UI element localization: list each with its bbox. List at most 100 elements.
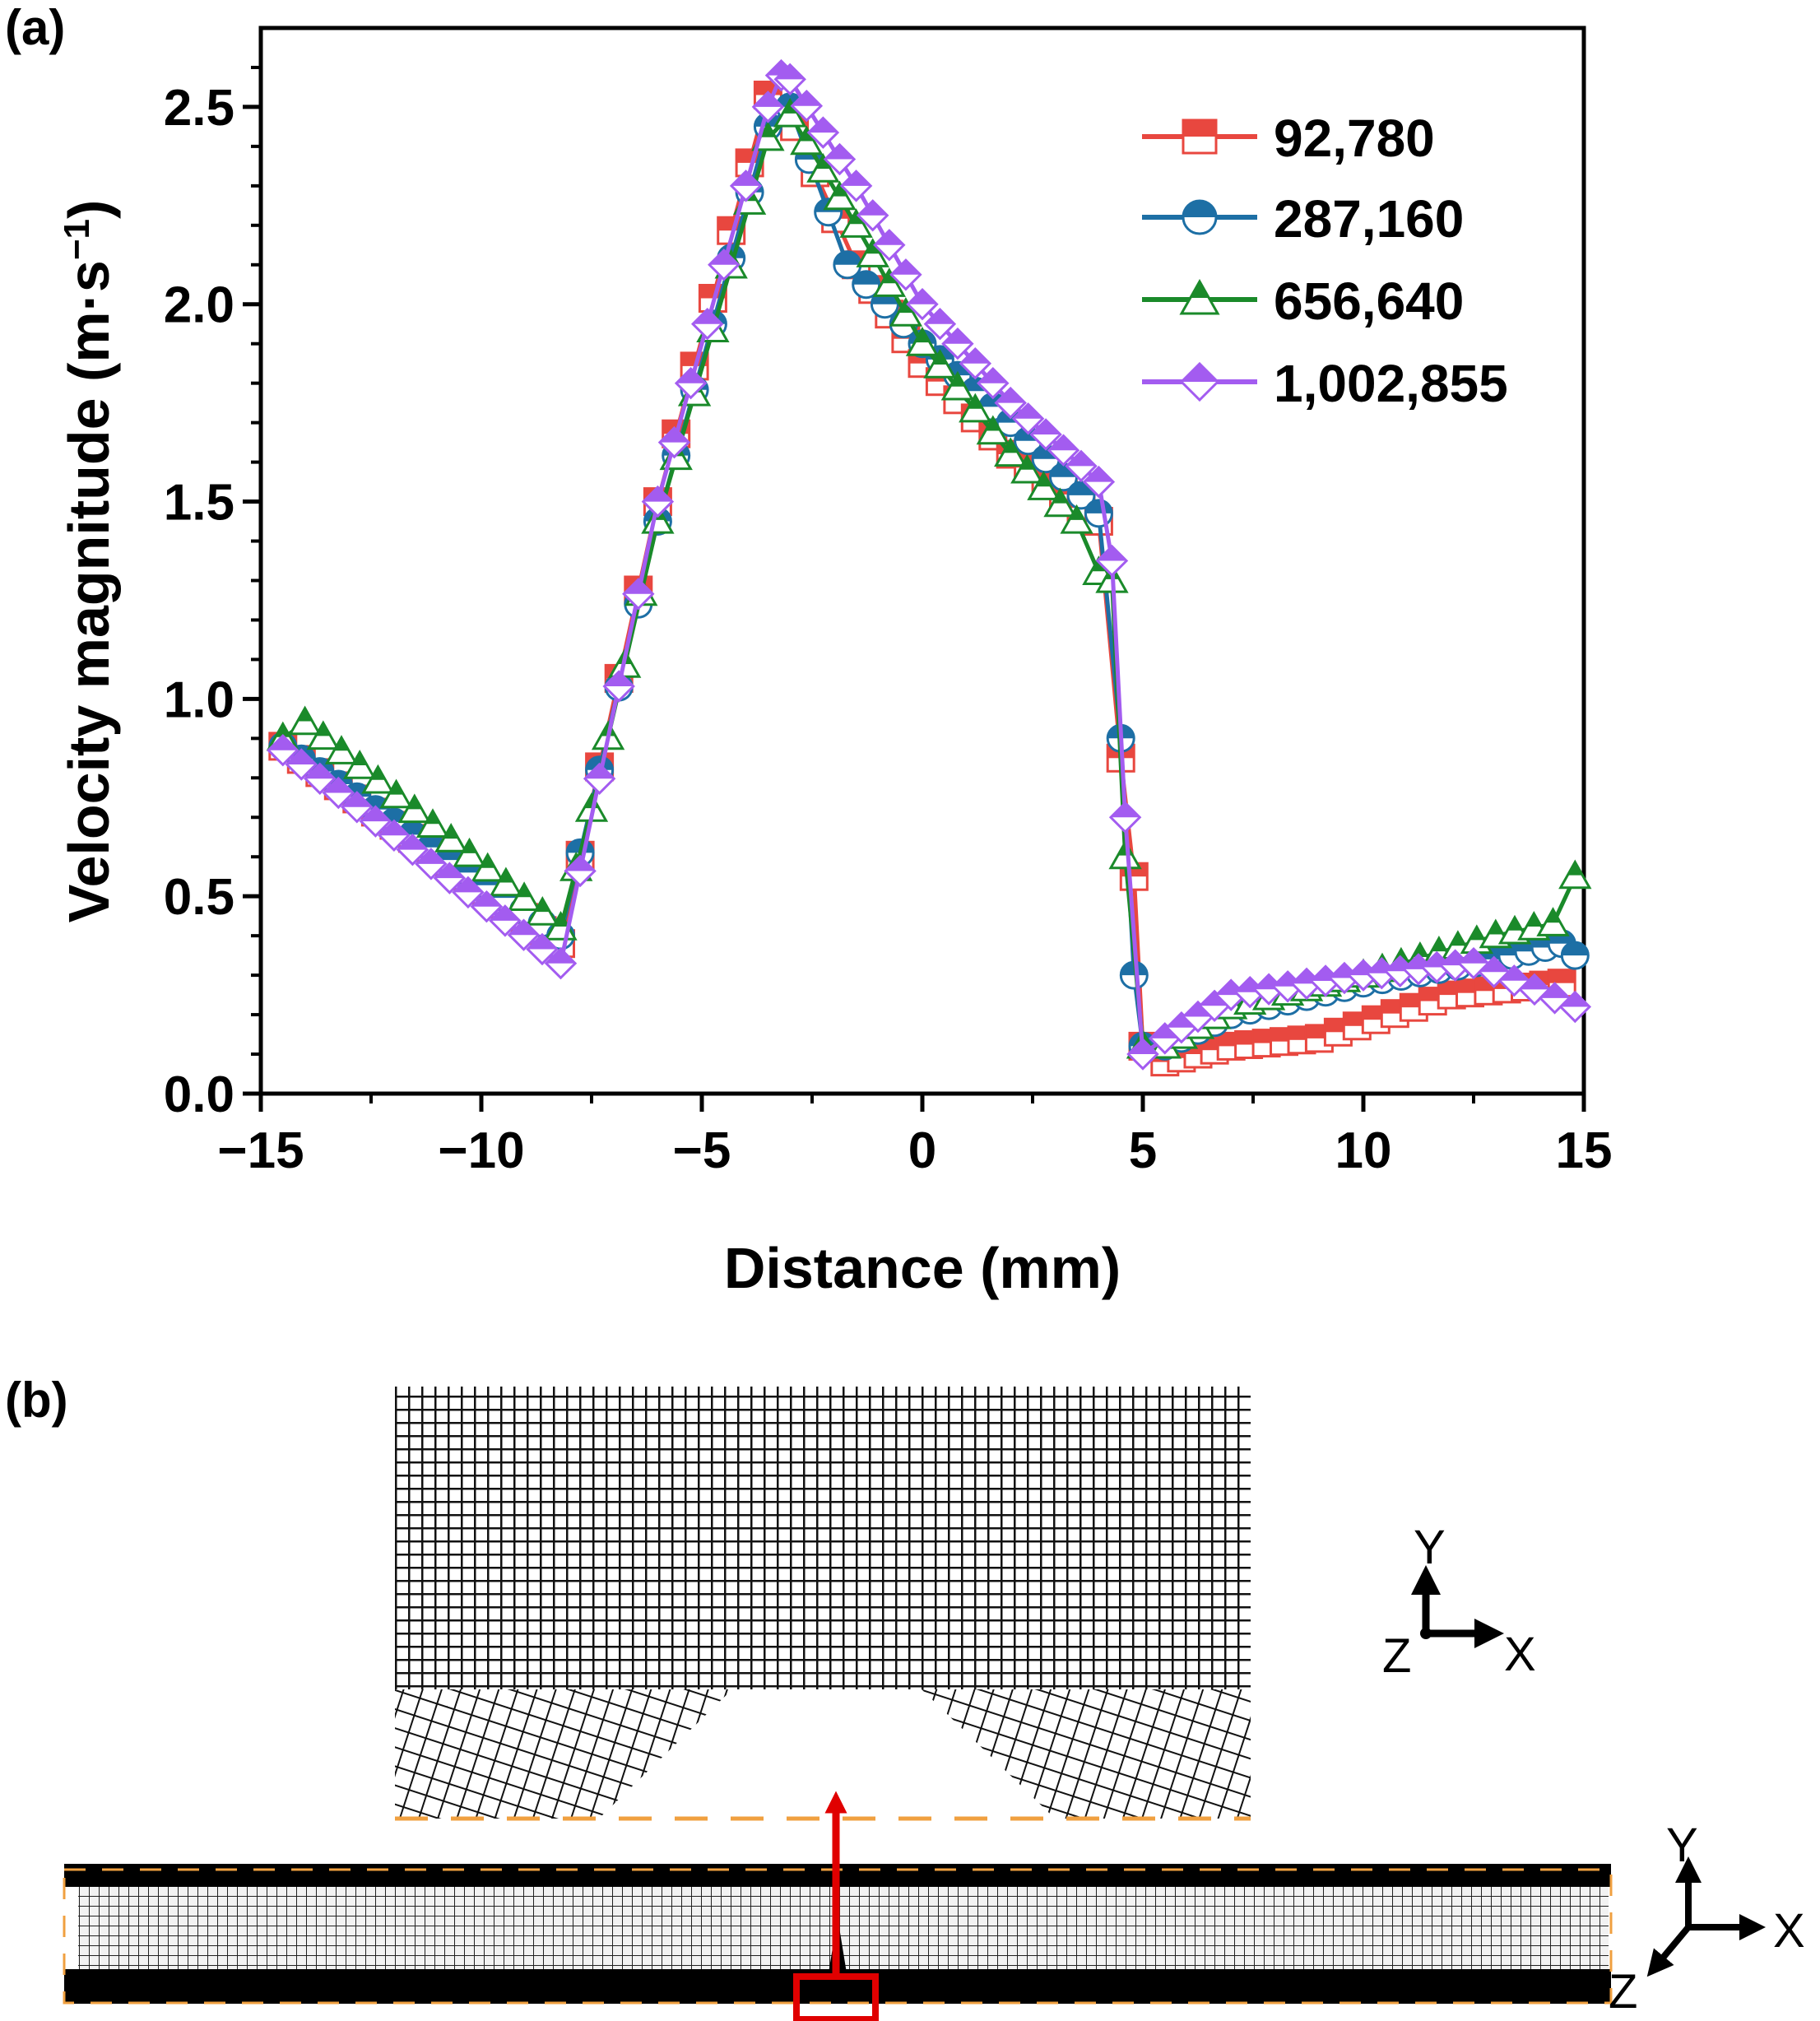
y-axis-title: Velocity magnitude (m·s−1) xyxy=(57,200,121,923)
data-point xyxy=(1084,499,1113,528)
data-point xyxy=(322,776,355,810)
data-point xyxy=(1095,544,1129,578)
legend-symbol xyxy=(1179,361,1220,402)
data-point xyxy=(1043,487,1077,518)
data-point xyxy=(378,819,411,853)
data-point xyxy=(453,837,486,867)
panel-b-label: (b) xyxy=(5,1373,68,1428)
data-point xyxy=(976,415,1010,445)
data-point xyxy=(397,793,431,824)
data-point xyxy=(674,366,708,400)
data-point xyxy=(564,854,597,888)
data-point xyxy=(1082,465,1116,499)
upper-mesh-structured xyxy=(395,1387,1251,1689)
data-point xyxy=(690,307,724,341)
data-point xyxy=(415,848,448,880)
y-axis-title-close: ) xyxy=(57,200,121,219)
upper-origin-dot xyxy=(1420,1628,1432,1639)
data-point xyxy=(889,258,922,291)
data-point xyxy=(1065,449,1098,483)
data-point xyxy=(1126,1038,1159,1071)
data-point xyxy=(1011,402,1045,435)
x-tick-label: 0 xyxy=(908,1122,936,1179)
lower-axes-triad: Y X Z xyxy=(1609,1819,1805,2019)
data-point xyxy=(790,89,824,123)
data-point xyxy=(839,208,873,238)
data-point xyxy=(806,153,840,183)
legend-marker-3 xyxy=(1179,278,1220,315)
upper-mesh-right-refined xyxy=(922,1689,1251,1819)
y-tick-label: 1.5 xyxy=(164,475,234,532)
x-tick-label: −10 xyxy=(438,1122,524,1179)
data-point xyxy=(641,485,675,518)
data-point xyxy=(873,229,906,262)
data-point xyxy=(267,733,299,767)
data-point xyxy=(471,852,504,882)
y-tick-label: 0.5 xyxy=(164,869,234,926)
legend-marker-2 xyxy=(1182,199,1218,235)
x-tick-label: 5 xyxy=(1129,1122,1157,1179)
velocity-chart: −15 −10 −5 0 5 10 15 0.0 0.5 1.0 1.5 2.0 2.5 Distanc… xyxy=(57,26,1612,1300)
data-point xyxy=(839,170,873,202)
data-point xyxy=(343,749,377,779)
data-point xyxy=(583,762,616,796)
data-point xyxy=(823,180,857,211)
data-point xyxy=(1560,941,1590,970)
lower-z-arrow xyxy=(1646,1925,1692,1977)
y-tick-label: 2.5 xyxy=(164,80,234,137)
panel-a-label: (a) xyxy=(5,0,65,55)
data-point xyxy=(489,866,523,897)
data-point xyxy=(470,890,504,923)
data-point xyxy=(507,881,541,912)
data-point xyxy=(396,833,429,866)
y-tick-label: 1.0 xyxy=(164,671,234,728)
legend-entry-2: 287,160 xyxy=(1142,189,1464,249)
data-point xyxy=(773,97,807,128)
data-point xyxy=(923,307,957,341)
series-layer xyxy=(266,58,1592,1077)
data-point xyxy=(1558,859,1592,890)
data-point xyxy=(544,946,578,980)
upper-y-letter: Y xyxy=(1414,1521,1446,1574)
data-point xyxy=(790,125,824,156)
data-point xyxy=(341,791,374,824)
x-tick-label: −15 xyxy=(217,1122,304,1179)
mesh-diagram: Y X Z Y X Z xyxy=(63,1387,1805,2021)
data-point xyxy=(359,805,392,838)
data-point xyxy=(507,918,541,951)
data-point xyxy=(959,393,992,423)
data-point xyxy=(306,720,340,750)
legend-entry-4: 1,002,855 xyxy=(1142,354,1508,413)
y-tick-label: 2.0 xyxy=(164,277,234,334)
data-point xyxy=(1010,453,1044,484)
series-4 xyxy=(267,58,1592,1071)
data-point xyxy=(526,932,559,966)
legend-entry-1: 92,780 xyxy=(1142,109,1435,168)
y-axis-title-main: Velocity magnitude (m·s xyxy=(57,260,121,922)
legend-label-2: 287,160 xyxy=(1274,189,1464,249)
x-tick-label: −5 xyxy=(673,1122,731,1179)
data-point xyxy=(872,267,906,297)
data-point xyxy=(751,91,785,123)
data-point xyxy=(823,142,857,176)
data-point xyxy=(433,862,467,894)
data-point xyxy=(941,327,974,360)
axis-ticks xyxy=(243,65,1586,1112)
data-point xyxy=(729,170,763,202)
data-point xyxy=(923,348,957,379)
upper-z-letter: Z xyxy=(1382,1629,1411,1683)
x-tick-label: 10 xyxy=(1335,1122,1392,1179)
data-point xyxy=(806,116,840,149)
data-point xyxy=(361,764,395,794)
legend-marker-1 xyxy=(1182,118,1218,155)
data-point xyxy=(1047,434,1080,467)
upper-x-letter: X xyxy=(1504,1628,1536,1681)
data-point xyxy=(285,748,318,781)
legend-label-3: 656,640 xyxy=(1274,272,1464,331)
data-point xyxy=(889,297,923,327)
lower-x-letter: X xyxy=(1773,1904,1805,1958)
data-point xyxy=(288,705,322,736)
data-point xyxy=(1536,907,1570,936)
legend-entry-3: 656,640 xyxy=(1142,272,1464,331)
upper-mesh-cutout xyxy=(599,1689,1055,1819)
